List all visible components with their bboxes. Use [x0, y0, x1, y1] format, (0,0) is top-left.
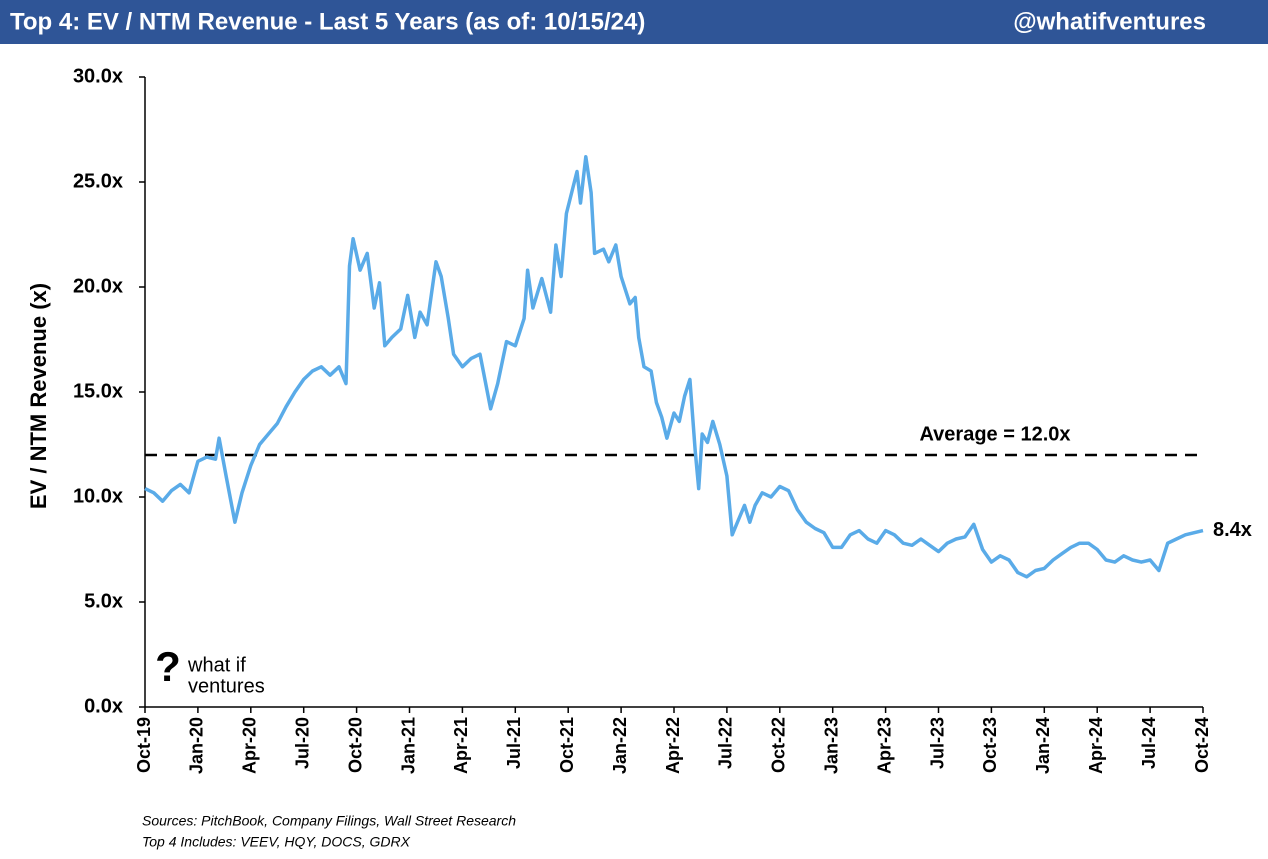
x-tick-label: Jan-24	[1033, 717, 1053, 774]
x-tick-label: Apr-23	[874, 717, 894, 774]
header-bar	[0, 0, 1268, 44]
x-tick-label: Oct-24	[1192, 717, 1212, 773]
footer-note: Top 4 Includes: VEEV, HQY, DOCS, GDRX	[142, 834, 411, 850]
x-tick-label: Apr-24	[1086, 717, 1106, 774]
y-tick-label: 20.0x	[73, 275, 123, 297]
x-tick-label: Oct-23	[980, 717, 1000, 773]
average-label: Average = 12.0x	[919, 423, 1070, 445]
logo-text: ventures	[188, 675, 265, 697]
footer-sources: Sources: PitchBook, Company Filings, Wal…	[142, 813, 516, 829]
x-tick-label: Oct-19	[134, 717, 154, 773]
x-tick-label: Jul-22	[716, 717, 736, 769]
x-tick-label: Apr-21	[451, 717, 471, 774]
y-axis-label: EV / NTM Revenue (x)	[26, 283, 51, 509]
x-tick-label: Jan-23	[821, 717, 841, 774]
y-tick-label: 25.0x	[73, 170, 123, 192]
logo-mark: ?	[155, 643, 181, 690]
header-handle: @whatifventures	[1013, 8, 1206, 35]
logo-text: what if	[187, 654, 246, 676]
x-tick-label: Oct-20	[345, 717, 365, 773]
y-tick-label: 30.0x	[73, 65, 123, 87]
x-tick-label: Oct-21	[557, 717, 577, 773]
end-label: 8.4x	[1213, 519, 1252, 541]
x-tick-label: Jul-21	[504, 717, 524, 769]
x-tick-label: Oct-22	[769, 717, 789, 773]
x-tick-label: Jan-22	[610, 717, 630, 774]
x-tick-label: Apr-20	[240, 717, 260, 774]
x-tick-label: Jul-20	[292, 717, 312, 769]
line-series	[144, 155, 1204, 579]
x-tick-label: Jan-20	[187, 717, 207, 774]
y-tick-label: 15.0x	[73, 380, 123, 402]
x-tick-label: Jul-24	[1139, 717, 1159, 769]
y-tick-label: 0.0x	[84, 695, 123, 717]
y-tick-label: 10.0x	[73, 485, 123, 507]
x-tick-label: Apr-22	[663, 717, 683, 774]
y-tick-label: 5.0x	[84, 590, 123, 612]
header-title: Top 4: EV / NTM Revenue - Last 5 Years (…	[10, 8, 645, 35]
x-tick-label: Jan-21	[398, 717, 418, 774]
x-tick-label: Jul-23	[927, 717, 947, 769]
